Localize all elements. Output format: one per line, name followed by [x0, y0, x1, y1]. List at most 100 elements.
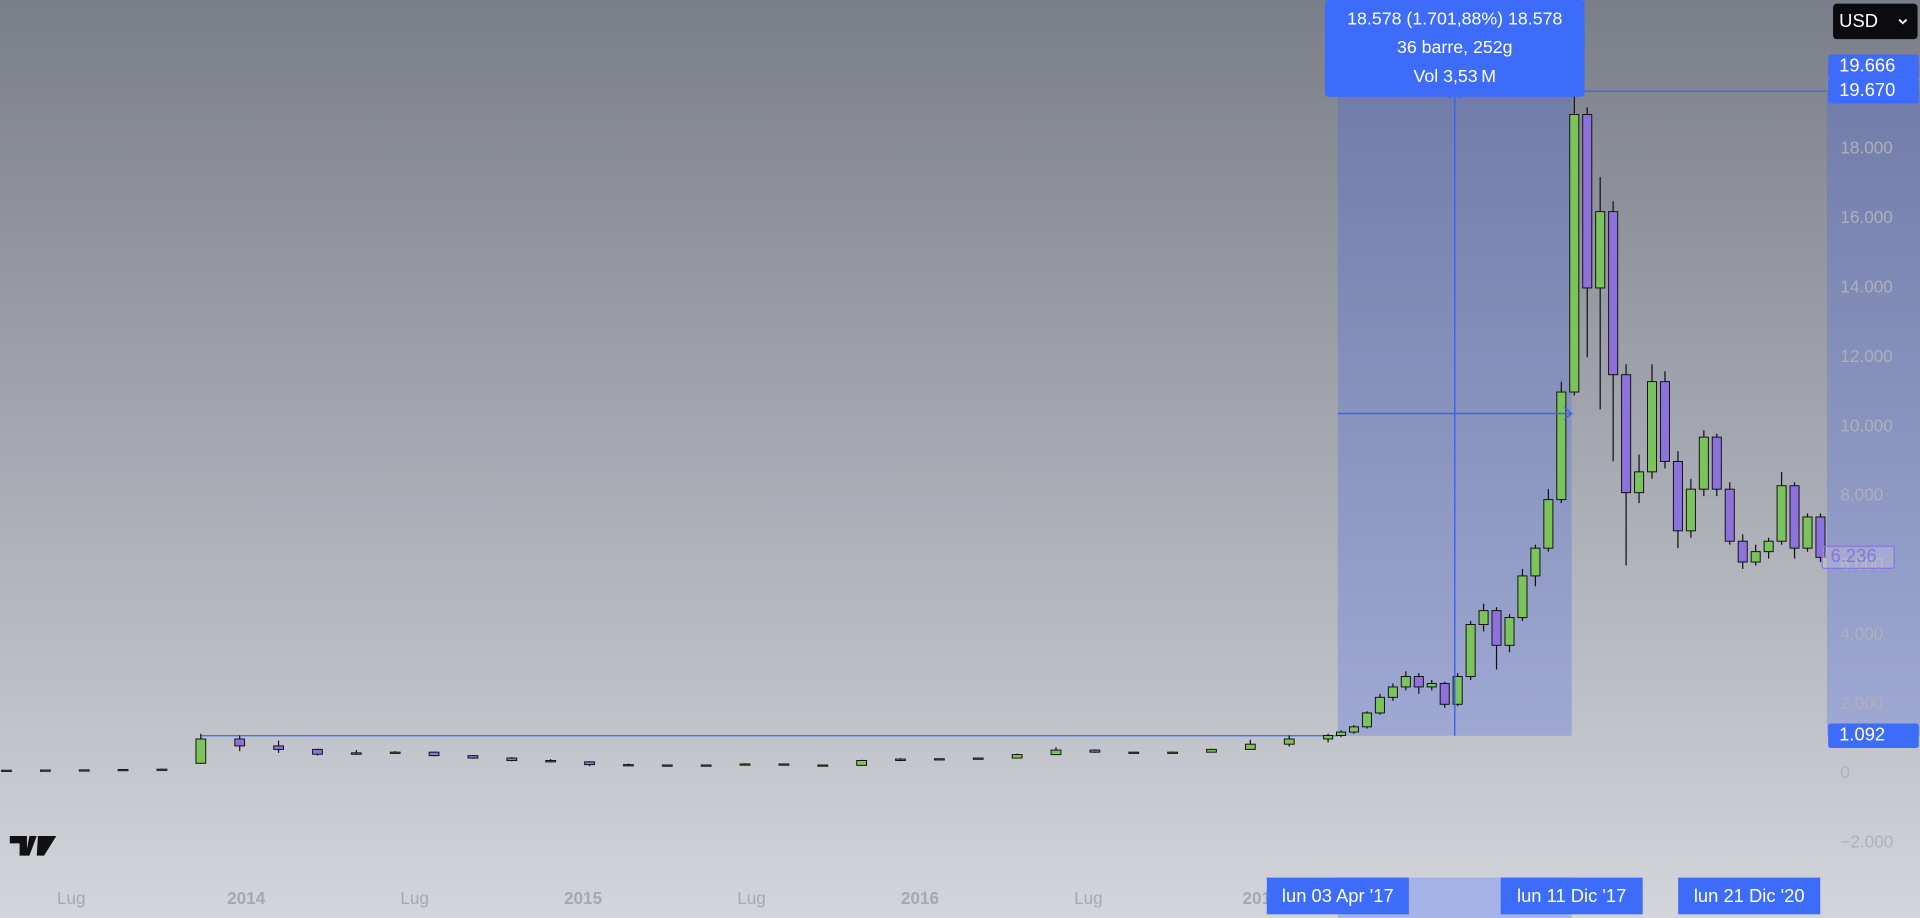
candle-body — [1595, 211, 1606, 289]
candle-body — [1491, 610, 1502, 646]
candle-body — [1400, 676, 1411, 688]
date-marker-bg — [1678, 877, 1821, 915]
candle-body — [1724, 488, 1735, 542]
candle-body — [972, 757, 984, 760]
candle-body — [1634, 471, 1645, 494]
candle-body — [1283, 738, 1295, 745]
candle-body — [1387, 686, 1398, 698]
x-tick-label: 2016 — [901, 888, 939, 908]
candle-body — [1361, 712, 1372, 728]
candle-body — [1556, 391, 1567, 501]
candle-body — [1348, 726, 1360, 733]
candle-body — [78, 769, 90, 772]
candle-body — [1698, 436, 1709, 490]
tooltip-text: 18.578 (1.701,88%) 18.578 — [1347, 8, 1562, 28]
candle-body — [1659, 381, 1671, 462]
y-tick-label: 0 — [1840, 762, 1850, 782]
candle-body — [117, 769, 129, 772]
candle-body — [156, 768, 168, 771]
candle-body — [1530, 547, 1541, 577]
date-marker-label: lun 11 Dic '17 — [1517, 885, 1626, 906]
tooltip-text: 36 barre, 252g — [1397, 37, 1512, 57]
candle-body — [1608, 211, 1619, 376]
candle-body — [1543, 499, 1554, 549]
overlay: 18.000 16.000 14.000 12.000 10.000 8.000 6.000… — [57, 0, 1920, 918]
candle-body — [350, 752, 362, 755]
candle-body — [1128, 751, 1140, 754]
candle-body — [234, 738, 246, 747]
candle-body — [1374, 696, 1385, 714]
candle-body — [700, 764, 712, 767]
x-tick-label: 2015 — [564, 888, 603, 908]
candle-body — [428, 751, 440, 757]
candle-body — [739, 763, 751, 766]
last-price-bg — [1821, 545, 1895, 569]
price-label-bg — [1828, 723, 1919, 749]
x-tick-label: Lug — [400, 888, 429, 908]
x-tick-label: Lug — [1074, 888, 1103, 908]
date-marker-label: lun 03 Apr '17 — [1282, 885, 1394, 906]
y-tick-label: 4.000 — [1840, 623, 1883, 643]
price-label: 19.666 — [1839, 55, 1895, 76]
candle-body — [1336, 731, 1347, 736]
candle-body — [1517, 575, 1528, 619]
candle-body — [545, 760, 557, 763]
currency-label[interactable]: USD — [1839, 10, 1878, 31]
candle-body — [1011, 754, 1023, 759]
y-tick-label: 10.000 — [1840, 415, 1892, 435]
candle-body — [1646, 381, 1658, 473]
candle-body — [467, 755, 479, 759]
candle-body — [1802, 516, 1813, 549]
date-marker-label: lun 21 Dic '20 — [1694, 885, 1805, 906]
candle-body — [1323, 735, 1334, 740]
currency-button-bg[interactable] — [1833, 3, 1918, 40]
candle-body — [817, 764, 829, 767]
candle-body — [1789, 485, 1800, 549]
candle-body — [195, 738, 207, 764]
candle-body — [1672, 460, 1683, 532]
candle-body — [623, 764, 634, 767]
candle-body — [778, 763, 790, 766]
price-label-bg — [1828, 79, 1919, 104]
candle-body — [1621, 374, 1632, 494]
candle-body — [1465, 624, 1476, 678]
y-tick-label: 18.000 — [1840, 138, 1892, 158]
candle-body — [1750, 551, 1761, 563]
candle-body — [1685, 488, 1696, 532]
y-tick-label: 12.000 — [1840, 346, 1892, 366]
dropdown-arrow[interactable] — [1898, 18, 1908, 25]
last-price-label: 6.236 — [1831, 545, 1877, 566]
x-tick-label: Lug — [57, 888, 86, 908]
candle-body — [39, 769, 51, 772]
candle-body — [1504, 617, 1515, 646]
y-tick-label: 8.000 — [1840, 485, 1883, 505]
y-tick-label: −2.000 — [1840, 832, 1893, 852]
candle-body — [1582, 114, 1593, 289]
candle-body — [1815, 516, 1826, 558]
candle-body — [584, 761, 595, 766]
candle-body — [1776, 485, 1787, 542]
candle-body — [506, 757, 518, 761]
candle-body — [312, 748, 323, 755]
date-marker-bg — [1500, 877, 1643, 915]
candle-body — [895, 758, 906, 761]
tooltip-text: Vol 3,53 M — [1413, 66, 1496, 86]
candle-body — [1206, 748, 1217, 753]
candle-body — [856, 760, 868, 766]
candle-body — [661, 764, 673, 767]
candle-body — [933, 758, 945, 761]
candle-body — [1439, 682, 1450, 705]
candle-body — [1, 769, 12, 772]
candle-body — [1569, 114, 1580, 393]
candle-body — [1413, 676, 1424, 688]
candle-body — [1452, 676, 1463, 705]
y-tick-label: 14.000 — [1840, 276, 1892, 296]
candle-body — [389, 751, 401, 754]
y-tick-label: 16.000 — [1840, 207, 1892, 227]
price-label: 1.092 — [1839, 724, 1885, 745]
candle-body — [273, 745, 284, 750]
x-tick-label: 2014 — [227, 888, 266, 908]
currency-button[interactable]: USD — [1833, 3, 1918, 40]
x-tick-label: 201 — [1243, 888, 1272, 908]
